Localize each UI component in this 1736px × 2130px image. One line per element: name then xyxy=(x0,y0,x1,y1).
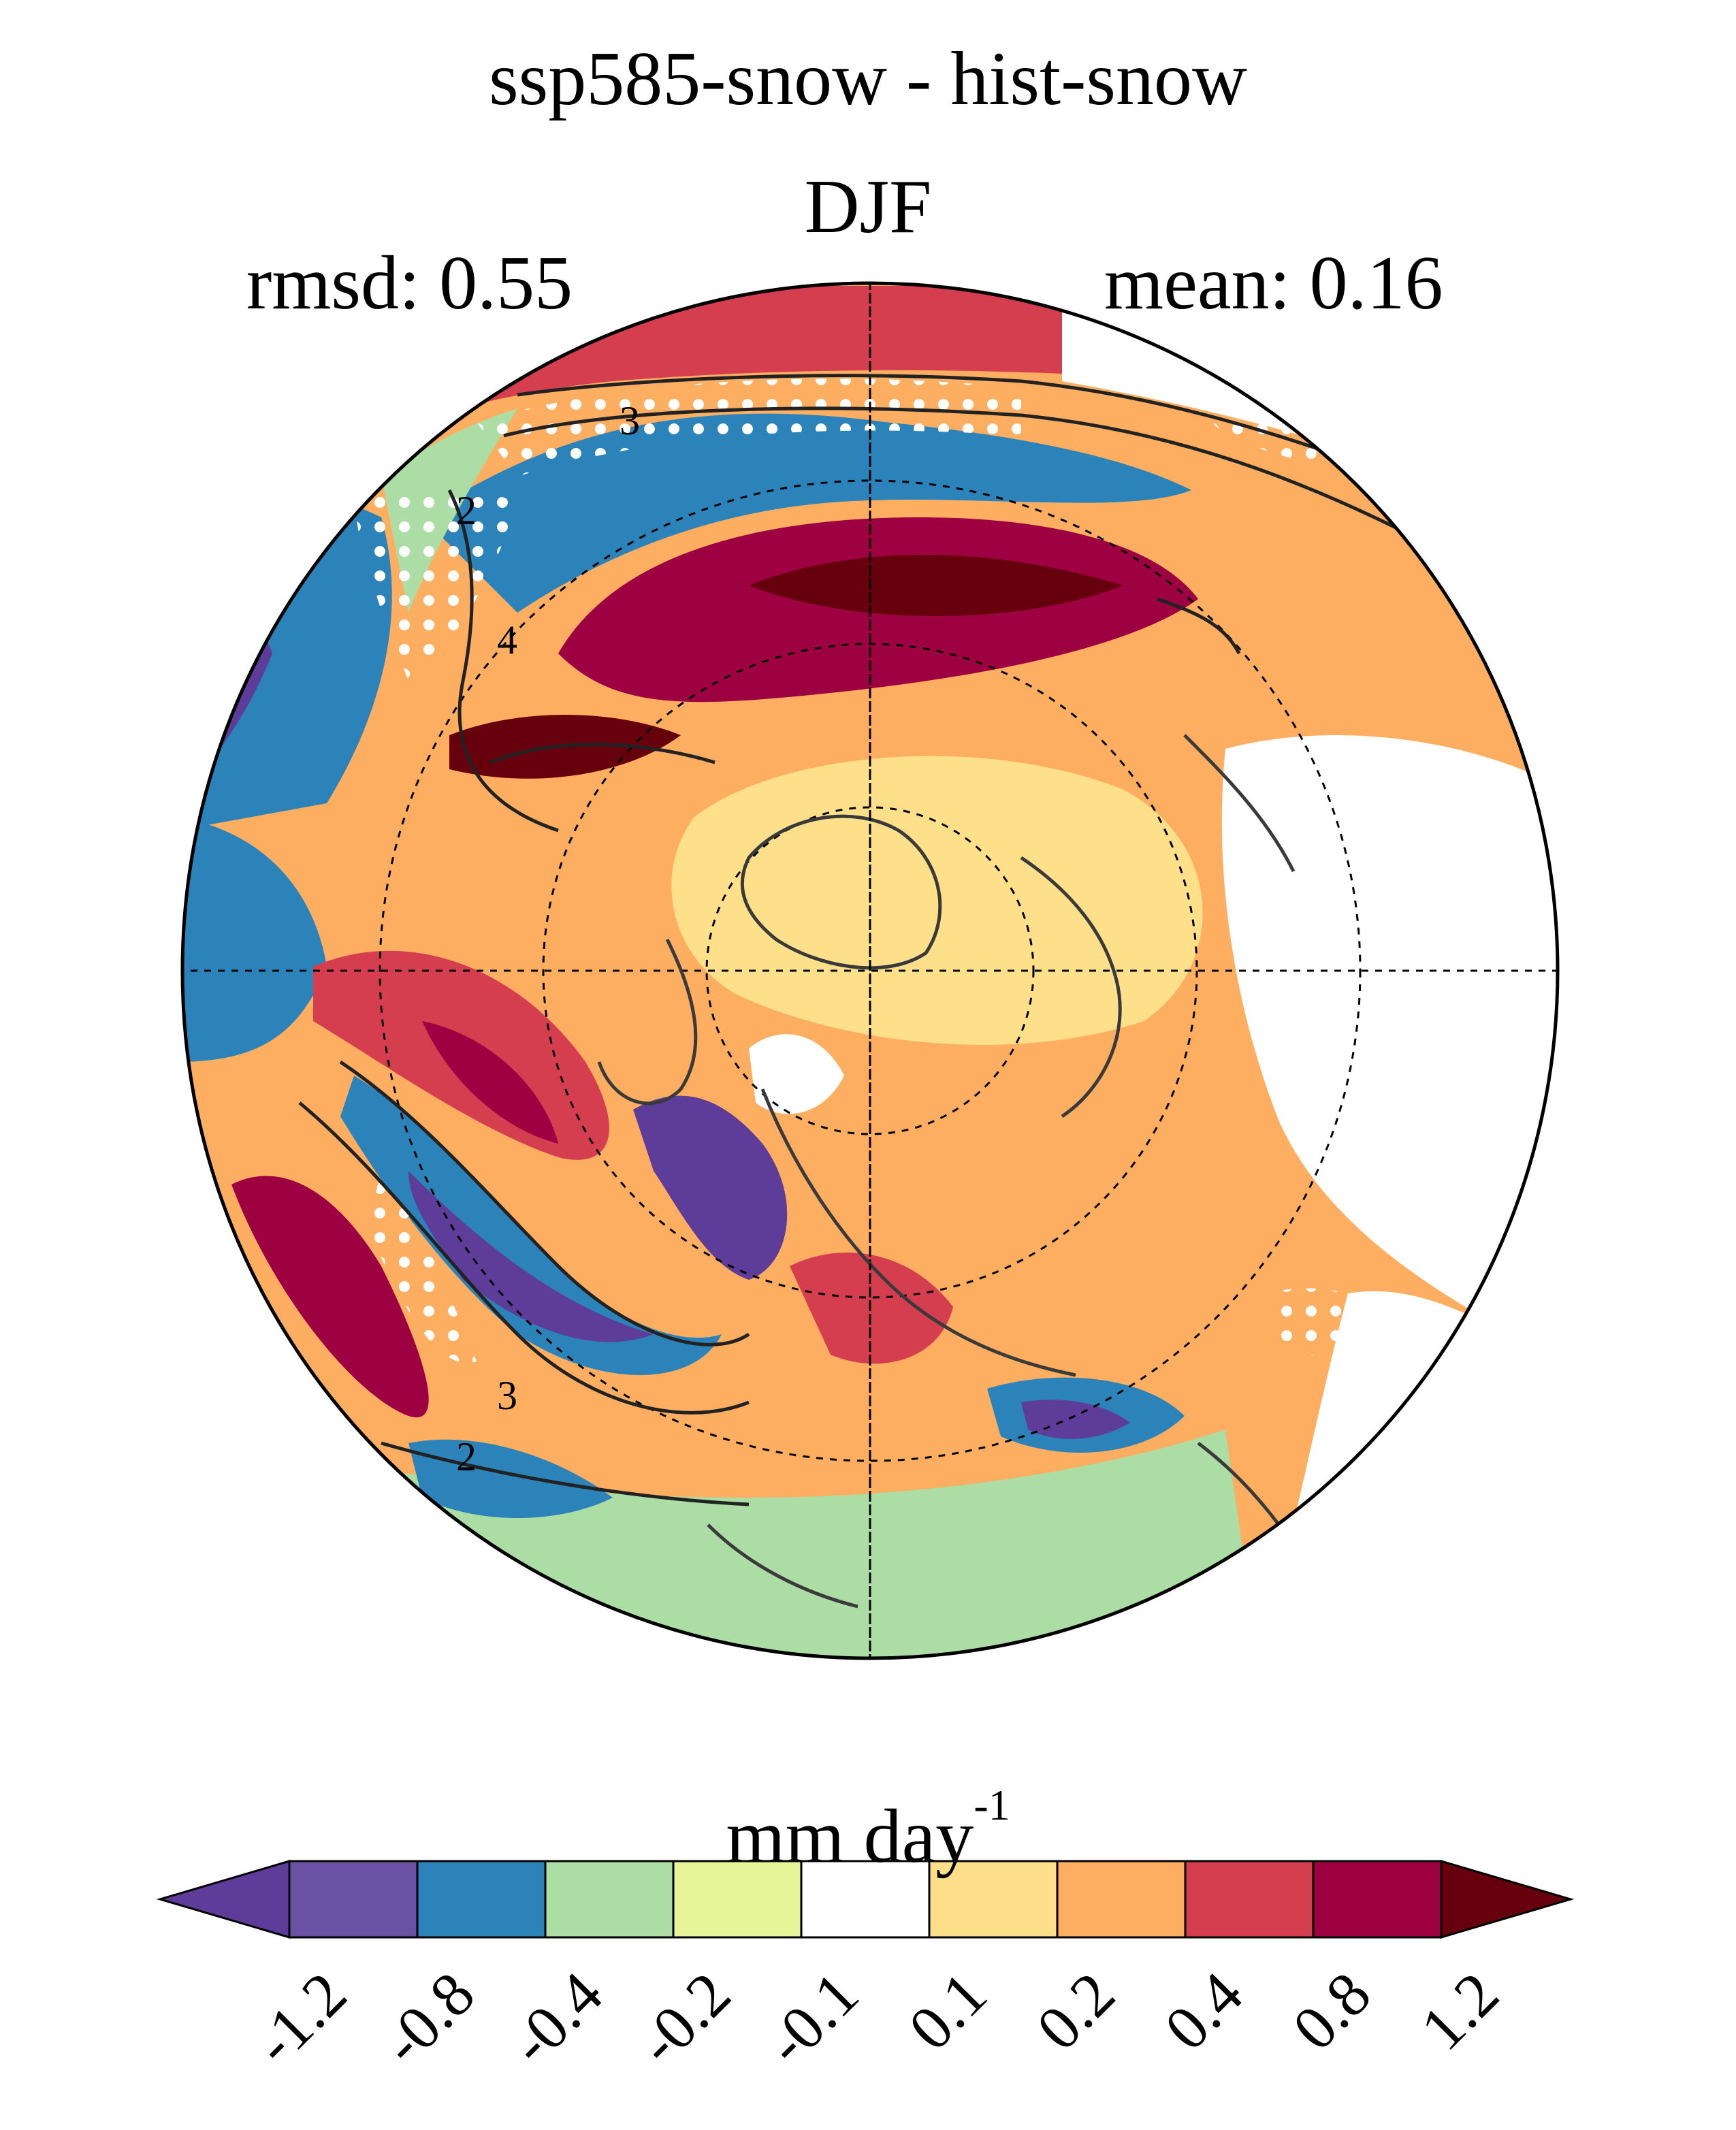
field-sw-arc xyxy=(340,1076,722,1375)
contour-label: 3 xyxy=(497,1373,517,1418)
field-sw-negative xyxy=(182,817,327,1062)
colorbar-upper-extension xyxy=(1440,1859,1575,1939)
stipple-northwest xyxy=(354,483,517,681)
rmsd-label: rmsd: 0.55 xyxy=(246,241,573,325)
field-greenland-neutral xyxy=(749,1034,844,1114)
field-central-peak xyxy=(749,555,1123,616)
field-south-positive xyxy=(790,1253,953,1364)
season-label: DJF xyxy=(804,165,932,249)
field-band-north-negative xyxy=(422,413,1191,613)
colorbar-bin xyxy=(1184,1860,1315,1939)
colorbar-bin xyxy=(1312,1860,1443,1939)
stipple-southwest xyxy=(368,1171,477,1363)
figure-title: ssp585-snow - hist-snow xyxy=(489,37,1247,121)
field-south-negative xyxy=(408,1439,613,1518)
contour-label: 3 xyxy=(620,398,640,443)
field-east-neutral xyxy=(1221,735,1558,1361)
field-far-sw-positive xyxy=(231,1176,429,1418)
colorbar-bin xyxy=(544,1860,675,1939)
contour-label: 4 xyxy=(497,617,517,662)
field-se-strong-negative xyxy=(1021,1400,1130,1439)
field-sw-arc-strong xyxy=(408,1171,654,1342)
coastlines xyxy=(597,734,1323,1609)
stipple-north xyxy=(477,378,1021,477)
colorbar-units: mm day-1 xyxy=(726,1781,1010,1879)
field-greenland-negative xyxy=(633,1095,788,1280)
stipple-southeast xyxy=(1266,1288,1416,1357)
contour-label: 2 xyxy=(456,488,477,533)
colorbar xyxy=(156,1859,1575,1939)
colorbar-bin xyxy=(672,1860,803,1939)
contour-label: 2 xyxy=(456,1434,477,1479)
colorbar-bin xyxy=(416,1860,547,1939)
colorbar-bin xyxy=(928,1860,1059,1939)
mean-label: mean: 0.16 xyxy=(1104,241,1443,325)
contour-lines xyxy=(298,374,1430,1506)
field-pole-yellow xyxy=(671,756,1203,1045)
field-west-positive-core xyxy=(422,1021,558,1144)
